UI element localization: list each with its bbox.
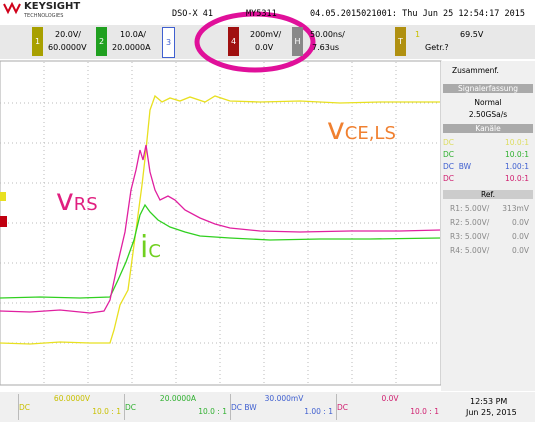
ref-offset: 0.0V: [511, 232, 529, 241]
trace-ch4: [0, 144, 441, 314]
h-delay: 7.63us: [312, 43, 340, 52]
brand: KEYSIGHT: [24, 1, 81, 12]
brand-sub: TECHNOLOGIES: [24, 13, 64, 19]
coupling: DC: [443, 150, 455, 159]
t-level: 69.5V: [460, 30, 484, 39]
coupling: DC: [19, 403, 31, 412]
ch-row: DC BW 1.00:1: [443, 162, 533, 171]
ch-row: DC 10.0:1: [443, 150, 533, 159]
ref-scale: R1: 5.00V/: [450, 204, 490, 213]
t-label[interactable]: T: [395, 27, 406, 56]
offset: 20.0000A: [159, 394, 197, 403]
footer-ch1[interactable]: 60.0000V DC 10.0 : 1: [18, 394, 125, 420]
probe: 10.0 : 1: [92, 407, 121, 416]
ch4-offset: 0.0V: [255, 43, 274, 52]
ch4-scale: 200mV/: [250, 30, 282, 39]
probe: 10.0 : 1: [410, 407, 439, 416]
offset: 60.0000V: [53, 394, 91, 403]
ref-row: R1: 5.00V/313mV: [450, 204, 533, 213]
probe: 1.00:1: [505, 162, 529, 171]
label-sub: CE,LS: [344, 123, 396, 144]
ch1-scale: 20.0V/: [55, 30, 81, 39]
h-label[interactable]: H: [292, 27, 303, 56]
probe: 10.0:1: [505, 150, 529, 159]
clock-time: 12:53 PM: [470, 397, 508, 406]
channels-header: Kanäle: [443, 124, 533, 133]
label-sub: RS: [73, 194, 98, 215]
ref-row: R2: 5.00V/0.0V: [450, 218, 533, 227]
ch2-scale: 10.0A/: [120, 30, 146, 39]
footer-ch3[interactable]: 30.000mV DC BW 1.00 : 1: [230, 394, 337, 420]
ref-scale: R4: 5.00V/: [450, 246, 490, 255]
label-vce: vCE,LS: [327, 112, 396, 147]
panel-title[interactable]: Zusammenf.: [452, 66, 499, 75]
sample-rate: 2.50GSa/s: [468, 110, 508, 119]
footer-ch2[interactable]: 20.0000A DC 10.0 : 1: [124, 394, 231, 420]
probe: 10.0:1: [505, 138, 529, 147]
coupling: DC: [443, 138, 455, 147]
ch-row: DC 10.0:1: [443, 138, 533, 147]
label-ic: iC: [140, 230, 161, 265]
footer-ch4[interactable]: 0.0V DC 10.0 : 1: [336, 394, 443, 420]
coupling: DC: [443, 174, 455, 183]
serial: MY5311: [246, 9, 277, 19]
label-vrs: vRS: [56, 183, 98, 218]
acq-mode: Normal: [474, 98, 502, 107]
h-scale: 50.00ns/: [310, 30, 345, 39]
ref-scale: R3: 5.00V/: [450, 232, 490, 241]
t-mode: Getr.?: [425, 43, 449, 52]
offset: 0.0V: [381, 394, 399, 403]
trace-ch1: [0, 94, 440, 345]
label-main: i: [140, 230, 149, 265]
coupling: DC BW: [231, 403, 257, 412]
clock-date: Jun 25, 2015: [466, 408, 517, 417]
ch2-offset: 20.0000A: [112, 43, 151, 52]
probe: 10.0:1: [505, 174, 529, 183]
ch1-offset: 60.0000V: [48, 43, 87, 52]
ch4-num[interactable]: 4: [228, 27, 239, 56]
ref-offset: 313mV: [502, 204, 529, 213]
ch3-num[interactable]: 3: [162, 27, 175, 58]
ref-offset: 0.0V: [511, 218, 529, 227]
t-source: 1: [415, 30, 421, 39]
coupling: DC BW: [443, 162, 472, 171]
ch2-num[interactable]: 2: [96, 27, 107, 56]
probe: 1.00 : 1: [304, 407, 333, 416]
label-sub: C: [148, 241, 161, 262]
coupling: DC: [125, 403, 137, 412]
graticule: [0, 62, 440, 384]
model: DSO-X 41: [172, 9, 213, 19]
coupling: DC: [337, 403, 349, 412]
ch-row: DC 10.0:1: [443, 174, 533, 183]
timestamp: 04.05.2015021001: Thu Jun 25 12:54:17 20…: [310, 9, 525, 19]
acq-header: Signalerfassung: [443, 84, 533, 93]
ref-header: Ref.: [443, 190, 533, 199]
probe: 10.0 : 1: [198, 407, 227, 416]
ref-offset: 0.0V: [511, 246, 529, 255]
ref-row: R3: 5.00V/0.0V: [450, 232, 533, 241]
offset: 30.000mV: [264, 394, 304, 403]
label-main: v: [56, 183, 74, 218]
ref-row: R4: 5.00V/0.0V: [450, 246, 533, 255]
label-main: v: [327, 112, 345, 147]
ref-scale: R2: 5.00V/: [450, 218, 490, 227]
ch1-num[interactable]: 1: [32, 27, 43, 56]
